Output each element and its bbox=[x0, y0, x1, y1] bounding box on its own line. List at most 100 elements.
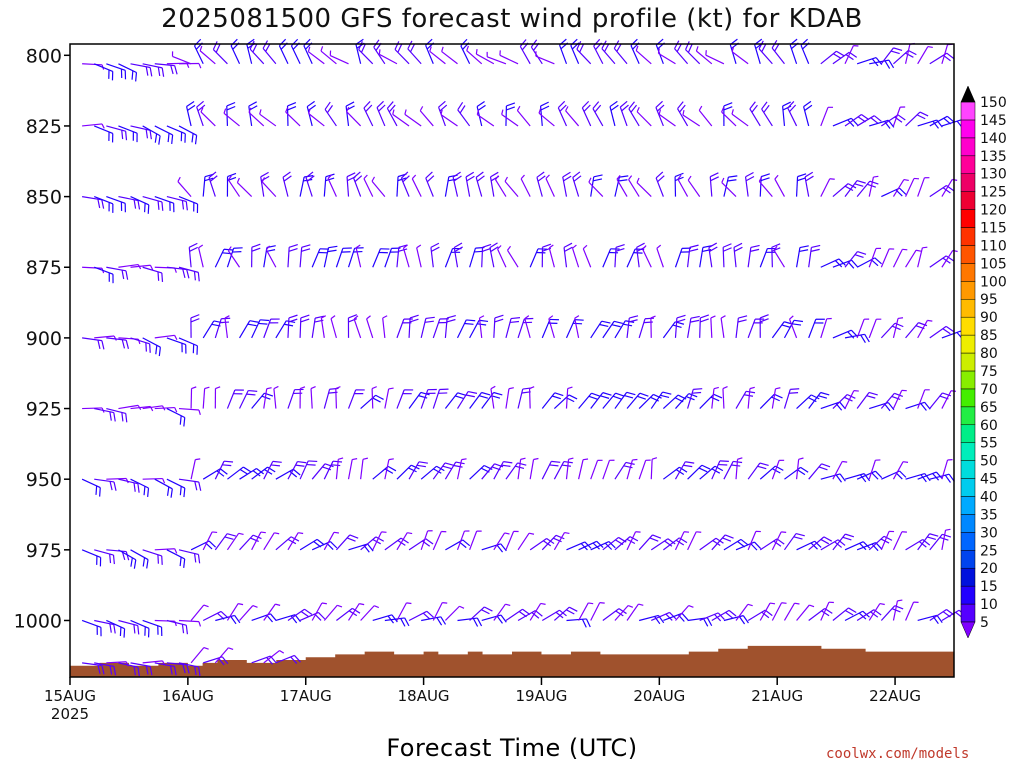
wind-barb bbox=[81, 619, 102, 637]
colorbar-label-150: 150 bbox=[980, 95, 1007, 111]
wind-barb bbox=[856, 180, 879, 197]
x-tick-sublabel: 2025 bbox=[51, 705, 89, 723]
wind-barb bbox=[94, 662, 117, 676]
wind-barb bbox=[186, 100, 196, 127]
wind-barb bbox=[299, 314, 310, 338]
wind-barb bbox=[795, 457, 804, 480]
wind-barb bbox=[212, 41, 228, 65]
wind-barb bbox=[118, 549, 137, 569]
wind-barb bbox=[311, 248, 329, 268]
wind-barb bbox=[771, 321, 793, 339]
wind-barb bbox=[686, 244, 699, 268]
wind-barb bbox=[674, 531, 690, 551]
wind-barb bbox=[844, 473, 871, 483]
x-tick-label-21AUG: 21AUG bbox=[751, 687, 803, 705]
wind-barb bbox=[856, 470, 883, 480]
wind-barb bbox=[565, 457, 574, 480]
wind-barb bbox=[844, 333, 870, 344]
wind-barb bbox=[239, 604, 258, 621]
wind-barb bbox=[263, 603, 281, 621]
wind-barb bbox=[118, 478, 140, 493]
wind-barb bbox=[590, 174, 603, 197]
wind-barb bbox=[190, 604, 209, 621]
wind-barb bbox=[345, 101, 355, 127]
wind-barb bbox=[616, 175, 628, 197]
wind-barb bbox=[892, 317, 904, 339]
wind-barb bbox=[251, 319, 270, 339]
wind-barb bbox=[249, 40, 265, 65]
wind-barb bbox=[456, 458, 467, 480]
wind-barb bbox=[223, 108, 240, 127]
wind-barb bbox=[335, 247, 352, 268]
wind-barb bbox=[635, 45, 652, 65]
wind-barb bbox=[759, 602, 776, 621]
wind-barb bbox=[400, 171, 410, 197]
wind-barb bbox=[372, 465, 397, 480]
wind-barb bbox=[892, 248, 908, 268]
wind-barb bbox=[687, 617, 713, 627]
wind-barb bbox=[384, 387, 394, 409]
wind-barb bbox=[804, 171, 814, 197]
colorbar-swatch-110 bbox=[960, 227, 976, 246]
terrain-fill bbox=[70, 645, 954, 677]
wind-barb bbox=[566, 618, 591, 628]
wind-barb bbox=[190, 646, 209, 664]
wind-barb bbox=[789, 38, 799, 64]
wind-barb bbox=[711, 609, 737, 621]
colorbar-swatch-95 bbox=[960, 281, 976, 300]
wind-barb bbox=[892, 531, 907, 551]
wind-barb bbox=[808, 463, 831, 480]
wind-barb bbox=[710, 315, 716, 338]
wind-barb bbox=[118, 619, 140, 635]
wind-barb bbox=[771, 459, 785, 480]
wind-barb bbox=[372, 531, 387, 551]
colorbar-label-105: 105 bbox=[980, 256, 1007, 272]
wind-barb bbox=[384, 537, 409, 551]
wind-barb bbox=[723, 102, 733, 126]
wind-barb bbox=[505, 102, 516, 126]
wind-barb bbox=[299, 386, 306, 409]
wind-barb bbox=[558, 38, 569, 64]
wind-barb bbox=[190, 386, 197, 409]
wind-barb bbox=[363, 101, 374, 127]
wind-barb bbox=[687, 531, 702, 551]
wind-barb bbox=[130, 662, 153, 676]
wind-barb bbox=[444, 247, 462, 268]
wind-barb bbox=[572, 171, 582, 197]
wind-barb bbox=[287, 244, 298, 268]
colorbar-swatch-120 bbox=[960, 191, 976, 210]
wind-barb bbox=[917, 533, 939, 551]
wind-barb bbox=[378, 49, 398, 65]
wind-barb bbox=[698, 105, 713, 127]
wind-barb bbox=[869, 119, 895, 129]
wind-barb bbox=[795, 173, 807, 197]
wind-barb bbox=[614, 391, 636, 409]
wind-barb bbox=[497, 245, 507, 268]
wind-barb bbox=[747, 530, 761, 551]
wind-barb bbox=[469, 530, 482, 551]
colorbar-swatch-80 bbox=[960, 334, 976, 354]
wind-barb bbox=[430, 242, 440, 268]
chart-title: 2025081500 GFS forecast wind profile (kt… bbox=[161, 4, 863, 34]
wind-barb bbox=[188, 242, 198, 268]
credit-link[interactable]: coolwx.com/models bbox=[826, 746, 970, 762]
wind-barb bbox=[178, 549, 201, 564]
wind-barb bbox=[130, 478, 150, 498]
wind-barb bbox=[844, 45, 859, 65]
wind-barb bbox=[501, 109, 519, 127]
wind-barb bbox=[880, 605, 904, 621]
wind-barb bbox=[941, 459, 953, 480]
wind-barb bbox=[142, 266, 164, 282]
wind-barb bbox=[360, 394, 384, 409]
wind-barb bbox=[820, 401, 846, 411]
wind-barb bbox=[202, 386, 210, 409]
wind-barb bbox=[722, 243, 732, 268]
wind-barb bbox=[529, 248, 547, 268]
wind-barb bbox=[929, 392, 952, 409]
wind-barb bbox=[783, 319, 804, 339]
colorbar-label-10: 10 bbox=[980, 597, 998, 613]
wind-barb bbox=[214, 317, 231, 339]
wind-barb bbox=[348, 543, 374, 553]
wind-barb bbox=[869, 402, 895, 412]
